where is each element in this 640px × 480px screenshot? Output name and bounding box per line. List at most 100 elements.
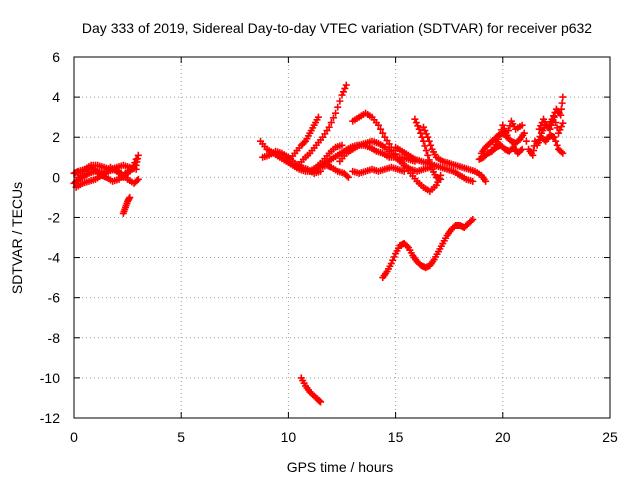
data-point-track-8 bbox=[325, 123, 333, 131]
data-point-track-23 bbox=[559, 119, 567, 127]
data-point-track-25 bbox=[557, 111, 565, 119]
data-point-track-11 bbox=[343, 172, 351, 180]
y-tick-label: 6 bbox=[52, 49, 60, 65]
data-point-track-15 bbox=[469, 177, 477, 185]
data-point-track-22 bbox=[496, 131, 504, 139]
y-tick-label: -2 bbox=[48, 209, 61, 225]
data-point-track-22 bbox=[518, 121, 526, 129]
y-tick-label: -10 bbox=[40, 370, 60, 386]
data-point-track-17 bbox=[424, 133, 432, 141]
data-point-track-17 bbox=[427, 141, 435, 149]
data-point-track-25 bbox=[550, 112, 558, 120]
data-point-track-16 bbox=[411, 115, 419, 123]
data-point-track-25 bbox=[548, 115, 556, 123]
data-point-track-17 bbox=[425, 137, 433, 145]
data-point-track-8 bbox=[327, 119, 335, 127]
data-point-track-16 bbox=[424, 151, 432, 159]
data-point-track-8 bbox=[341, 84, 349, 92]
data-point-track-16 bbox=[425, 156, 433, 164]
y-tick-label: -8 bbox=[48, 330, 61, 346]
data-point-track-18 bbox=[390, 253, 398, 261]
x-tick-label: 25 bbox=[602, 429, 618, 445]
data-point-track-16 bbox=[415, 125, 423, 133]
data-point-track-18 bbox=[389, 256, 397, 264]
tick-labels: 0 5 10 15 20 25 -12 -10 -8 -6 -4 -2 0 2 4 6 bbox=[40, 49, 618, 445]
x-axis-label: GPS time / hours bbox=[287, 459, 394, 475]
data-point-track-24 bbox=[553, 141, 561, 149]
data-point-track-16 bbox=[412, 119, 420, 127]
data-point-track-18 bbox=[387, 260, 395, 268]
x-tick-label: 5 bbox=[177, 429, 185, 445]
data-point-track-21 bbox=[517, 147, 525, 155]
data-point-track-9 bbox=[338, 141, 346, 149]
data-point-track-16 bbox=[422, 147, 430, 155]
y-tick-label: -12 bbox=[40, 410, 60, 426]
data-point-track-25 bbox=[537, 122, 545, 130]
y-tick-label: 0 bbox=[52, 169, 60, 185]
data-point-track-22 bbox=[505, 127, 513, 135]
data-point-track-24 bbox=[557, 148, 565, 156]
data-point-track-13 bbox=[374, 121, 382, 129]
y-tick-label: 4 bbox=[52, 89, 60, 105]
data-point-track-4 bbox=[126, 193, 134, 201]
data-point-track-21 bbox=[518, 145, 526, 153]
x-tick-label: 15 bbox=[388, 429, 404, 445]
data-point-track-8 bbox=[336, 97, 344, 105]
x-tick-label: 10 bbox=[281, 429, 297, 445]
x-tick-label: 0 bbox=[70, 429, 78, 445]
data-point-track-13 bbox=[377, 125, 385, 133]
data-point-track-8 bbox=[332, 109, 340, 117]
plot-frame bbox=[73, 56, 611, 419]
data-point-track-25 bbox=[535, 125, 543, 133]
data-point-track-22 bbox=[520, 129, 528, 137]
data-point-track-8 bbox=[338, 91, 346, 99]
data-point-track-25 bbox=[559, 93, 567, 101]
data-point-track-8 bbox=[329, 114, 337, 122]
data-point-track-17 bbox=[421, 127, 429, 135]
chart-title: Day 333 of 2019, Sidereal Day-to-day VTE… bbox=[82, 20, 592, 36]
data-point-track-3 bbox=[134, 151, 142, 159]
data-point-track-13 bbox=[432, 181, 440, 189]
data-point-track-2 bbox=[134, 175, 142, 183]
data-point-track-22 bbox=[495, 135, 503, 143]
data-point-track-13 bbox=[379, 129, 387, 137]
data-point-track-14 bbox=[400, 167, 408, 175]
y-tick-label: -4 bbox=[48, 250, 61, 266]
y-tick-label: 2 bbox=[52, 129, 60, 145]
data-point-track-17 bbox=[422, 130, 430, 138]
data-point-track-23 bbox=[555, 129, 563, 137]
data-point-track-16 bbox=[437, 175, 445, 183]
data-point-track-17 bbox=[419, 123, 427, 131]
data-point-track-8 bbox=[334, 103, 342, 111]
data-point-track-24 bbox=[550, 133, 558, 141]
data-point-track-18 bbox=[469, 215, 477, 223]
data-point-track-2 bbox=[133, 177, 141, 185]
data-point-track-24 bbox=[559, 149, 567, 157]
data-point-track-22 bbox=[500, 125, 508, 133]
data-point-track-8 bbox=[339, 88, 347, 96]
x-tick-label: 20 bbox=[495, 429, 511, 445]
data-point-track-18 bbox=[467, 217, 475, 225]
data-point-track-25 bbox=[558, 99, 566, 107]
data-point-track-19 bbox=[317, 398, 325, 406]
data-point-track-22 bbox=[503, 131, 511, 139]
data-point-track-17 bbox=[482, 177, 490, 185]
y-axis-label: SDTVAR / TECUs bbox=[9, 182, 25, 294]
data-point-track-23 bbox=[557, 123, 565, 131]
data-point-track-8 bbox=[342, 81, 350, 89]
data-point-track-23 bbox=[556, 126, 564, 134]
data-point-track-25 bbox=[557, 105, 565, 113]
data-point-track-7 bbox=[300, 139, 308, 147]
data-point-track-18 bbox=[403, 242, 411, 250]
data-point-track-16 bbox=[427, 161, 435, 169]
y-tick-label: -6 bbox=[48, 290, 61, 306]
data-point-track-7 bbox=[314, 113, 322, 121]
data-point-track-22 bbox=[499, 121, 507, 129]
data-point-track-11 bbox=[344, 173, 352, 181]
data-point-track-16 bbox=[414, 122, 422, 130]
data-points bbox=[70, 81, 567, 406]
data-point-track-24 bbox=[552, 137, 560, 145]
data-point-track-22 bbox=[522, 137, 530, 145]
